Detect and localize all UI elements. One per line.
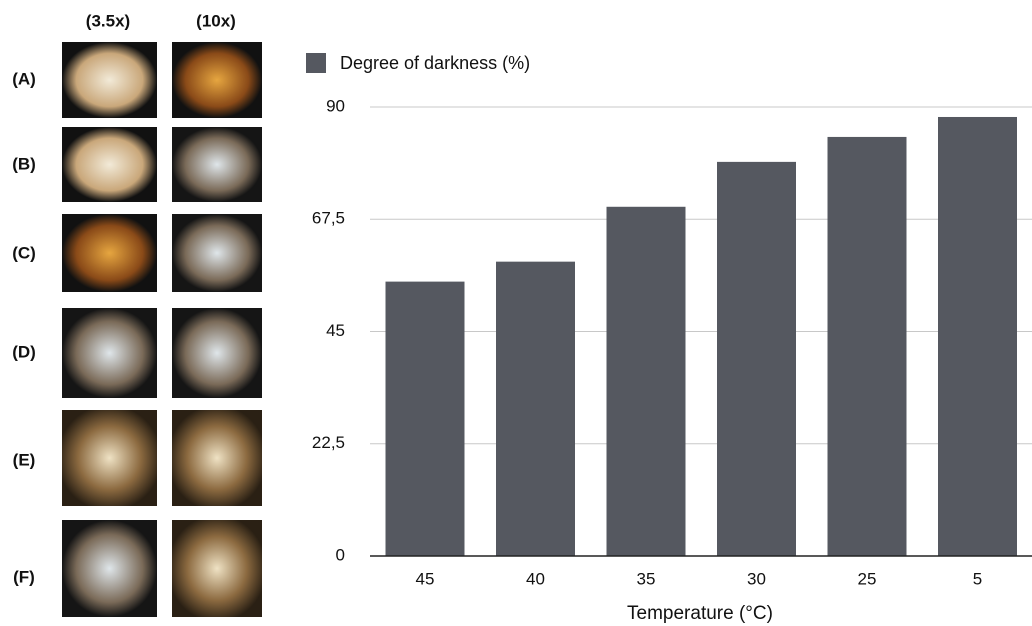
row-label: (C) [12, 243, 36, 262]
bar [496, 262, 575, 556]
row-label: (A) [12, 69, 36, 88]
x-tick-label: 45 [416, 569, 435, 588]
row-label: (D) [12, 342, 36, 361]
x-tick-label: 35 [637, 569, 656, 588]
row-label: (F) [13, 567, 35, 586]
micrograph [172, 42, 262, 118]
column-label: (3.5x) [86, 11, 130, 30]
y-tick-label: 0 [336, 545, 345, 564]
x-axis-title: Temperature (°C) [627, 603, 773, 624]
y-tick-label: 22,5 [312, 433, 345, 452]
micrograph [62, 520, 157, 617]
figure: (3.5x) (10x) (A) (B) (C) (D) (E) (F) Tem… [0, 0, 1032, 626]
micrograph [172, 308, 262, 398]
micrograph [62, 214, 157, 292]
micrographs [62, 42, 262, 617]
row-label: (E) [13, 450, 36, 469]
micrograph [62, 127, 157, 202]
y-tick-label: 67,5 [312, 209, 345, 228]
bar [717, 162, 796, 556]
x-tick-label: 25 [858, 569, 877, 588]
column-label: (10x) [196, 11, 236, 30]
bar [828, 137, 907, 556]
micrograph [172, 410, 262, 506]
row-label: (B) [12, 154, 36, 173]
bar [938, 117, 1017, 556]
x-tick-label: 30 [747, 569, 766, 588]
micrograph [172, 214, 262, 292]
micrograph [62, 42, 157, 118]
x-tick-label: 5 [973, 569, 982, 588]
micrograph [172, 520, 262, 617]
y-tick-label: 45 [326, 321, 345, 340]
micrograph [172, 127, 262, 202]
bar [607, 207, 686, 556]
bar [386, 282, 465, 556]
legend-label: Degree of darkness (%) [340, 53, 530, 73]
x-tick-label: 40 [526, 569, 545, 588]
micrograph [62, 308, 157, 398]
micrograph [62, 410, 157, 506]
y-tick-label: 90 [326, 96, 345, 115]
legend-swatch [306, 53, 326, 73]
